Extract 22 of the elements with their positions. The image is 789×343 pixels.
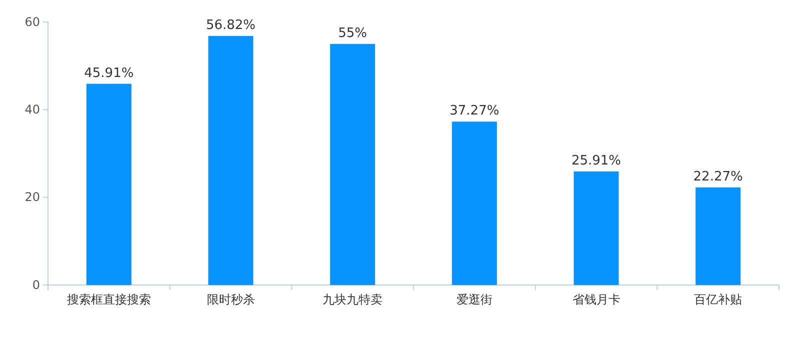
data-label: 25.91% (571, 153, 622, 168)
x-tick-label: 省钱月卡 (572, 292, 620, 307)
bar (696, 187, 741, 285)
y-tick-label: 0 (32, 278, 40, 292)
y-tick-label: 40 (24, 102, 40, 117)
x-tick-label: 九块九特卖 (322, 292, 383, 307)
data-label: 22.27% (693, 169, 743, 184)
x-tick-label: 百亿补贴 (694, 292, 742, 307)
bar (330, 44, 376, 285)
bar (86, 84, 132, 285)
x-tick-label: 搜索框直接搜索 (66, 292, 151, 307)
data-label: 55% (338, 26, 368, 41)
bar (452, 122, 497, 285)
bar (574, 171, 619, 285)
data-label: 56.82% (206, 18, 256, 33)
data-label: 45.91% (84, 66, 134, 81)
data-label: 37.27% (450, 104, 500, 119)
x-tick-label: 爱逛街 (456, 292, 492, 307)
y-tick-label: 60 (24, 14, 40, 29)
bar (208, 36, 254, 285)
x-tick-label: 限时秒杀 (206, 292, 255, 307)
y-tick-label: 20 (24, 190, 40, 204)
